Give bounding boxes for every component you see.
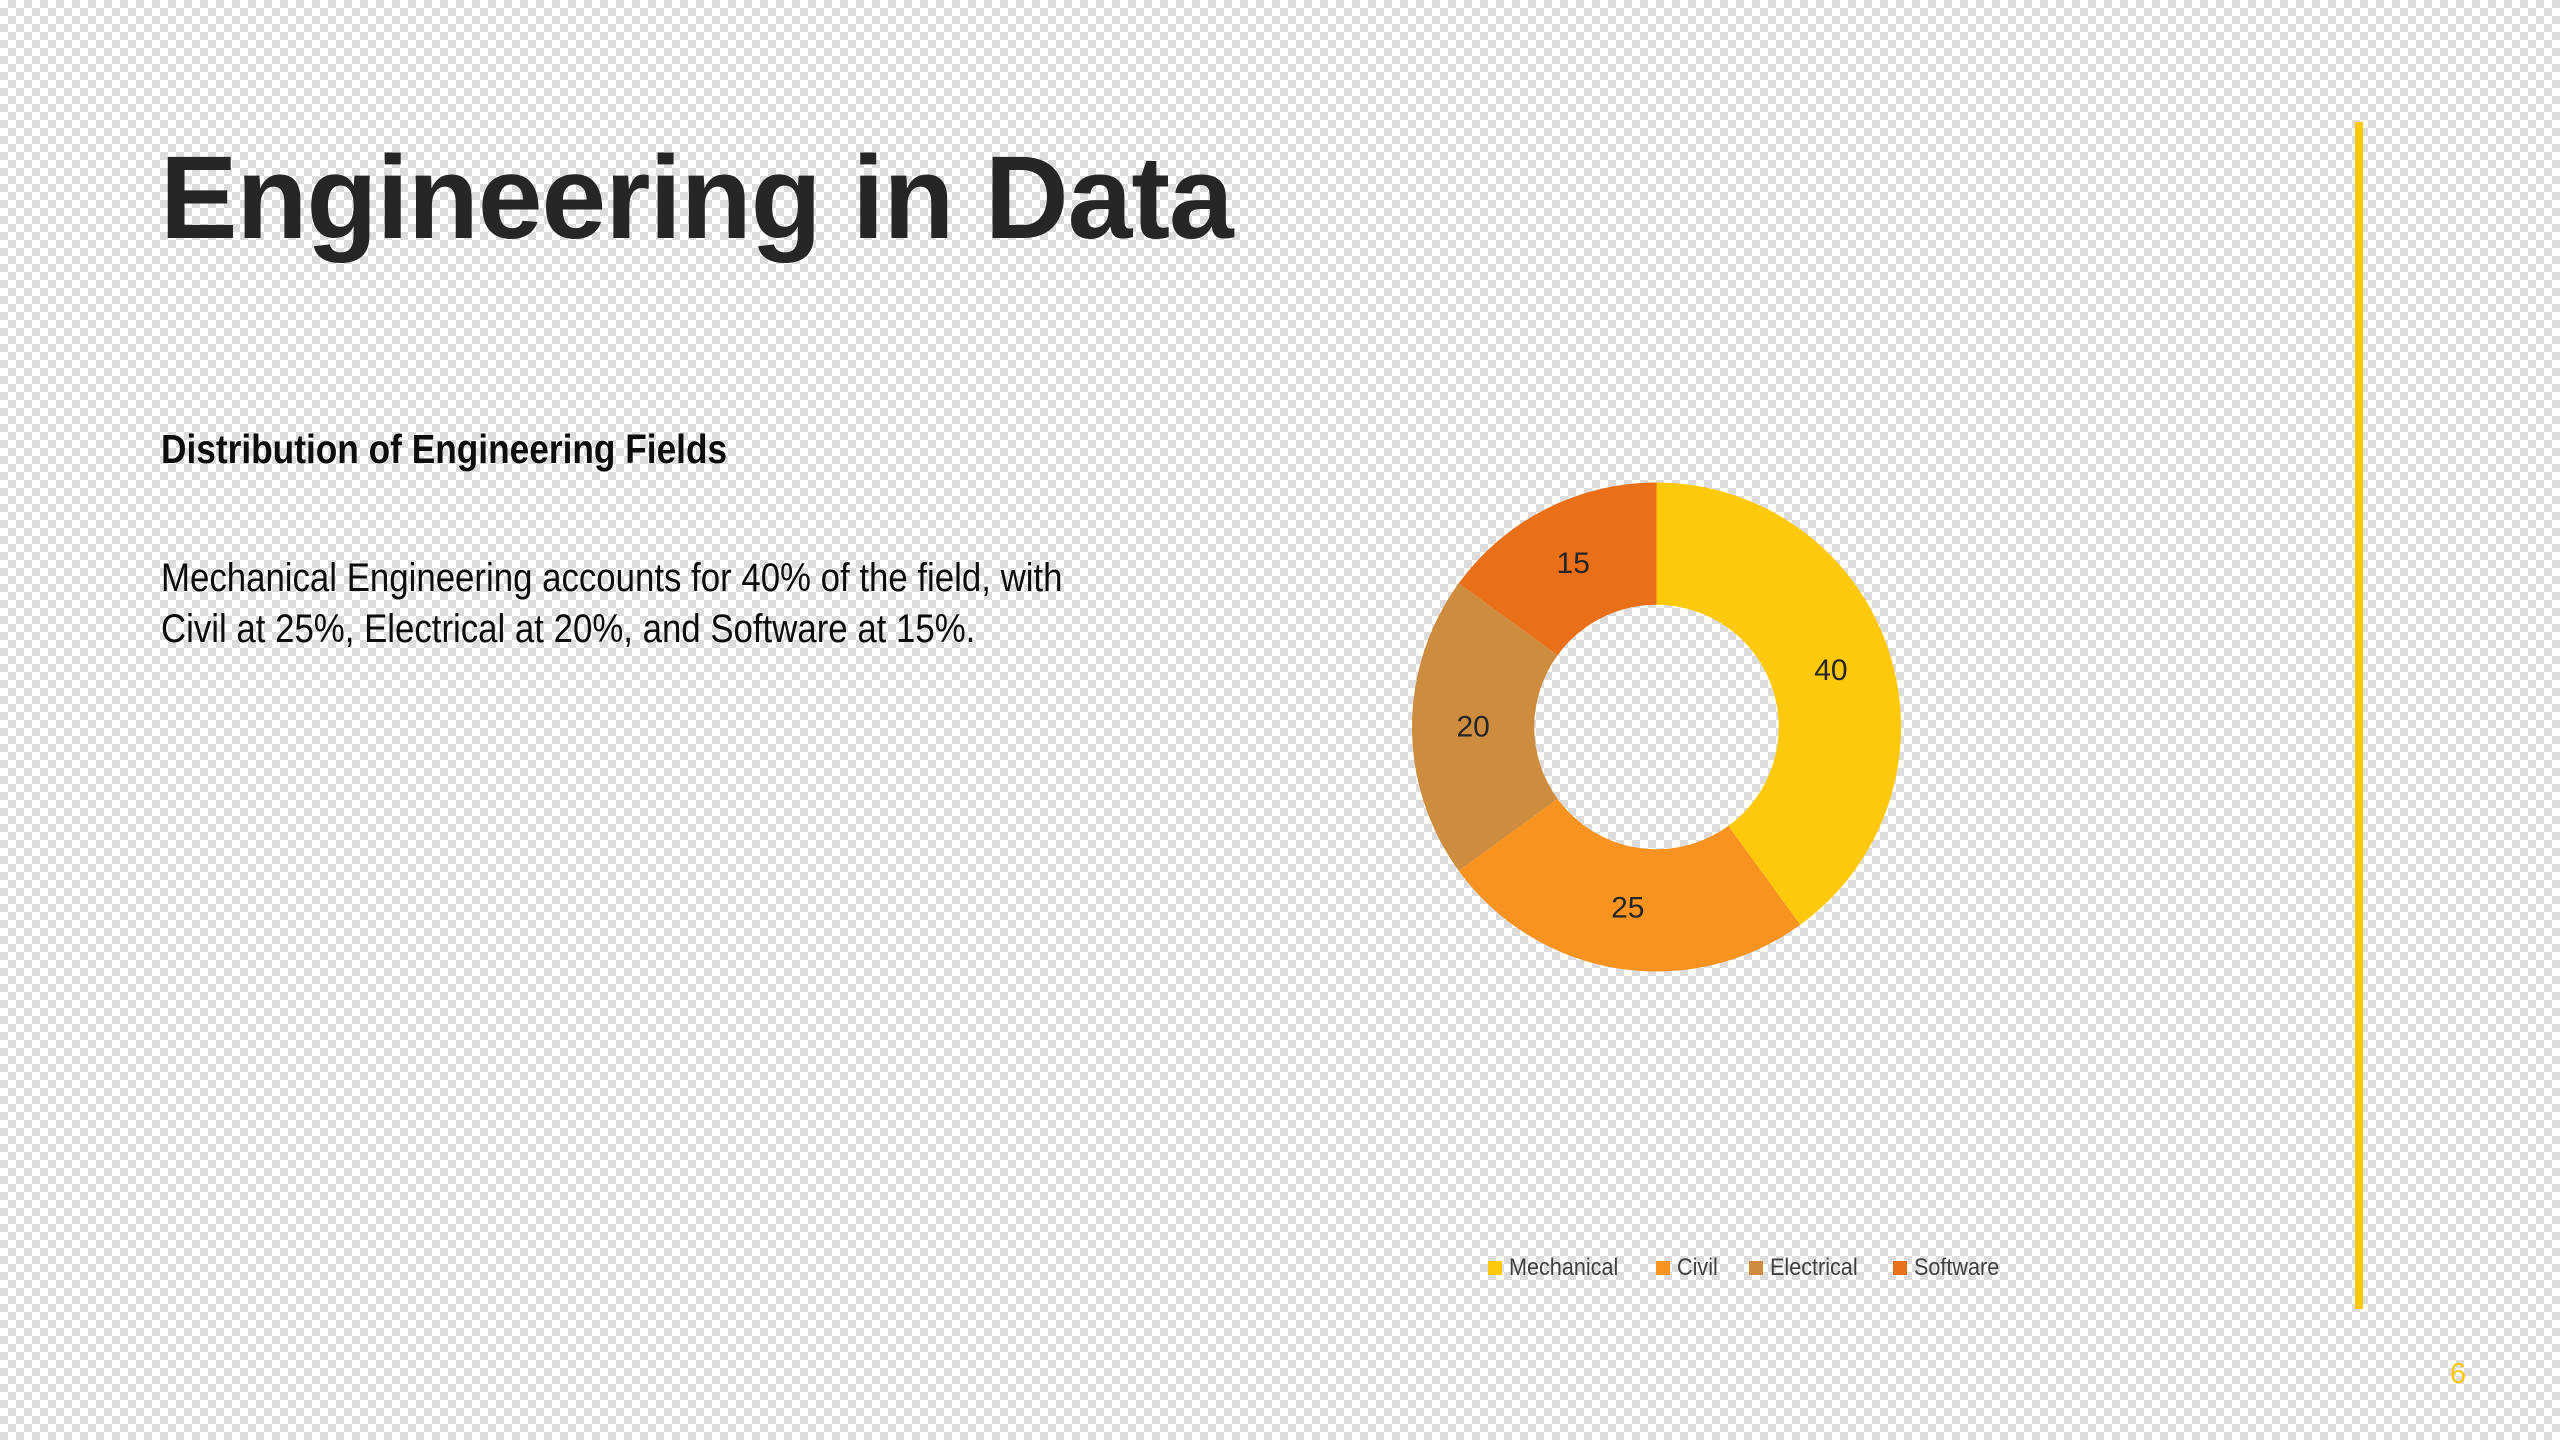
legend-item-mechanical: Mechanical bbox=[1488, 1254, 1630, 1282]
donut-slice-software bbox=[1458, 482, 1657, 656]
chart-legend: Mechanical Civil Electrical Software bbox=[1488, 1250, 2009, 1286]
legend-swatch-electrical bbox=[1748, 1261, 1763, 1275]
data-label-mechanical: 40 bbox=[1814, 654, 1847, 687]
donut-slice-civil bbox=[1458, 798, 1801, 972]
legend-swatch-software bbox=[1893, 1261, 1908, 1275]
donut-chart: 40 25 20 15 bbox=[1380, 450, 1940, 1010]
body-paragraph: Mechanical Engineering accounts for 40% … bbox=[161, 556, 1063, 651]
legend-swatch-mechanical bbox=[1488, 1261, 1502, 1275]
donut-slices bbox=[1412, 482, 1901, 972]
donut-slice-electrical bbox=[1412, 583, 1558, 871]
legend-item-electrical: Electrical bbox=[1748, 1254, 1867, 1282]
legend-label-civil: Civil bbox=[1677, 1254, 1719, 1281]
legend-label-mechanical: Mechanical bbox=[1509, 1254, 1619, 1281]
legend-item-software: Software bbox=[1893, 1254, 2009, 1282]
data-label-civil: 25 bbox=[1611, 892, 1644, 925]
data-label-electrical: 20 bbox=[1456, 711, 1489, 744]
slide-title: Engineering in Data bbox=[160, 132, 1234, 264]
donut-data-labels: 40 25 20 15 bbox=[1456, 547, 1847, 925]
legend-item-civil: Civil bbox=[1656, 1254, 1722, 1282]
donut-slice-mechanical bbox=[1656, 482, 1901, 925]
accent-divider-line bbox=[2355, 122, 2363, 1309]
legend-label-software: Software bbox=[1914, 1254, 2000, 1281]
page-number: 6 bbox=[2449, 1358, 2467, 1390]
section-heading: Distribution of Engineering Fields bbox=[161, 426, 728, 472]
donut-chart-svg: 40 25 20 15 bbox=[1412, 482, 1901, 972]
legend-swatch-civil bbox=[1656, 1261, 1671, 1275]
legend-label-electrical: Electrical bbox=[1769, 1254, 1858, 1281]
data-label-software: 15 bbox=[1557, 547, 1590, 580]
